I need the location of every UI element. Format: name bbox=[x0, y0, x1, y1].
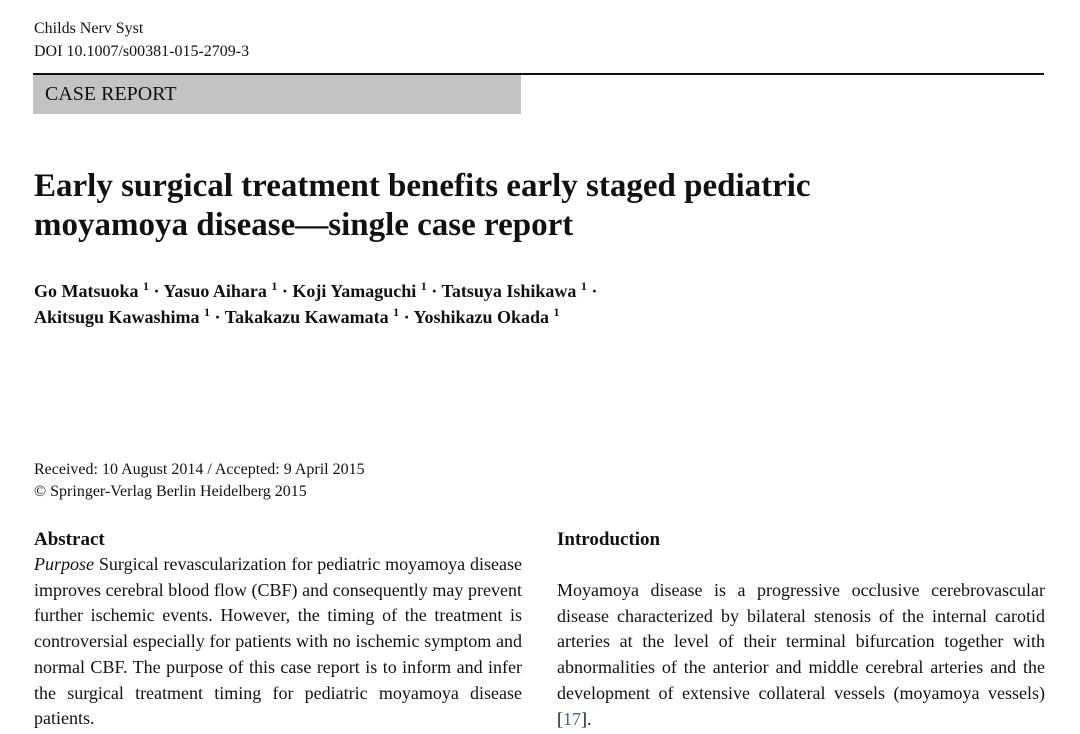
author-affiliation: 1 bbox=[204, 305, 211, 319]
author-affiliation: 1 bbox=[580, 279, 587, 293]
author-separator: · bbox=[214, 307, 221, 327]
author-separator: · bbox=[431, 281, 438, 301]
ref-close: ]. bbox=[581, 708, 592, 729]
abstract-column: Abstract Purpose Surgical revascularizat… bbox=[34, 528, 522, 732]
introduction-heading: Introduction bbox=[557, 529, 661, 550]
journal-header: Childs Nerv Syst DOI 10.1007/s00381-015-… bbox=[34, 17, 249, 63]
author-separator: · bbox=[153, 281, 160, 301]
received-accepted-dates: Received: 10 August 2014 / Accepted: 9 A… bbox=[34, 461, 365, 478]
author-separator: · bbox=[591, 281, 598, 301]
header-rule bbox=[33, 73, 1044, 75]
author-affiliation: 1 bbox=[271, 279, 278, 293]
author-name: Takakazu Kawamata bbox=[224, 307, 389, 327]
author-affiliation: 1 bbox=[143, 279, 150, 293]
author-separator: · bbox=[403, 307, 410, 327]
abstract-heading: Abstract bbox=[34, 529, 105, 550]
author-separator: · bbox=[281, 281, 288, 301]
author-name: Tatsuya Ishikawa bbox=[441, 281, 577, 301]
author-name: Yoshikazu Okada bbox=[413, 307, 550, 327]
article-type-banner: CASE REPORT bbox=[33, 75, 521, 114]
citation-link[interactable]: 17 bbox=[563, 708, 581, 729]
author-affiliation: 1 bbox=[393, 305, 400, 319]
doi: DOI 10.1007/s00381-015-2709-3 bbox=[34, 43, 250, 60]
introduction-text: Moyamoya disease is a progressive occlus… bbox=[557, 580, 1045, 703]
introduction-column: Introduction Moyamoya disease is a progr… bbox=[557, 528, 1045, 732]
author-name: Yasuo Aihara bbox=[163, 281, 267, 301]
author-name: Koji Yamaguchi bbox=[292, 281, 417, 301]
author-affiliation: 1 bbox=[420, 279, 427, 293]
publication-dates: Received: 10 August 2014 / Accepted: 9 A… bbox=[34, 459, 365, 503]
author-affiliation: 1 bbox=[553, 305, 560, 319]
author-name: Go Matsuoka bbox=[34, 281, 139, 301]
ref-open: [ bbox=[557, 708, 563, 729]
introduction-paragraph: Moyamoya disease is a progressive occlus… bbox=[557, 578, 1045, 732]
abstract-purpose: Purpose Surgical revascularization for p… bbox=[34, 552, 522, 732]
article-type-label: CASE REPORT bbox=[45, 83, 177, 105]
author-name: Akitsugu Kawashima bbox=[34, 307, 200, 327]
purpose-text: Surgical revascularization for pediatric… bbox=[34, 554, 522, 729]
title-line-1: Early surgical treatment benefits early … bbox=[34, 168, 811, 204]
title-line-2: moyamoya disease—single case report bbox=[34, 207, 574, 243]
paper-title: Early surgical treatment benefits early … bbox=[34, 167, 1034, 245]
purpose-label: Purpose bbox=[34, 554, 94, 574]
author-list: Go Matsuoka 1 · Yasuo Aihara 1 · Koji Ya… bbox=[34, 278, 1034, 330]
copyright-notice: © Springer-Verlag Berlin Heidelberg 2015 bbox=[34, 483, 307, 500]
journal-name: Childs Nerv Syst bbox=[34, 20, 144, 37]
